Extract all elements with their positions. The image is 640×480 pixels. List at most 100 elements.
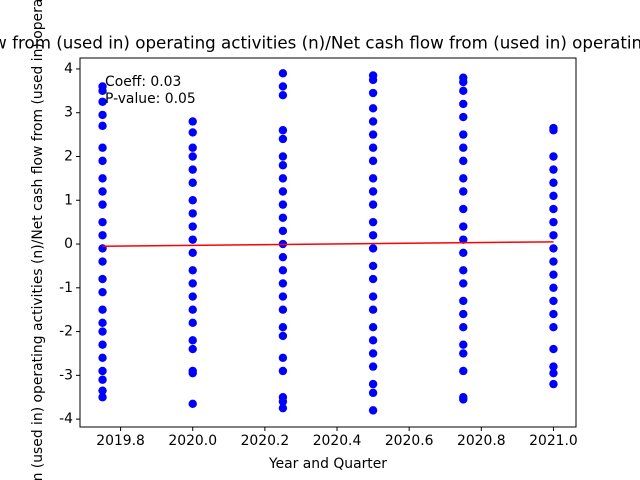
chart-title: Net cash flow from (used in) operating a… <box>0 33 640 53</box>
point <box>188 305 197 314</box>
point <box>368 244 378 253</box>
point <box>459 366 468 376</box>
point <box>459 296 468 306</box>
point <box>549 217 558 227</box>
point <box>368 143 378 152</box>
y-tick-label: -2 <box>59 324 73 340</box>
point <box>98 200 107 209</box>
y-tick-label: 3 <box>64 105 73 121</box>
x-tick-label: 2020.0 <box>168 433 217 449</box>
x-tick-label: 2021.0 <box>529 433 578 449</box>
point <box>459 266 468 275</box>
point <box>368 305 378 314</box>
point <box>459 130 468 139</box>
point <box>459 248 468 257</box>
y-tick-label: 4 <box>64 61 73 77</box>
point <box>549 322 558 332</box>
point <box>368 187 378 196</box>
fit-line <box>102 241 554 247</box>
point <box>278 126 288 135</box>
point <box>98 156 107 166</box>
point <box>278 366 288 376</box>
point <box>459 204 468 214</box>
point <box>549 244 558 253</box>
point <box>368 75 378 85</box>
point <box>368 117 378 126</box>
point <box>98 274 107 284</box>
point <box>98 217 107 227</box>
point <box>278 134 288 144</box>
point <box>368 261 378 271</box>
point <box>459 156 468 166</box>
point <box>278 331 288 341</box>
point <box>459 77 468 87</box>
point <box>98 353 107 363</box>
point <box>278 397 288 406</box>
point <box>549 309 558 319</box>
point <box>368 349 378 358</box>
point <box>188 248 197 257</box>
point <box>98 231 107 240</box>
point <box>188 117 197 126</box>
point <box>368 406 378 415</box>
point <box>188 143 197 152</box>
point <box>188 165 197 174</box>
point <box>459 187 468 196</box>
point <box>368 292 378 301</box>
point <box>549 296 558 306</box>
point <box>368 388 378 398</box>
point <box>188 152 197 161</box>
point <box>278 305 288 314</box>
point <box>98 86 107 96</box>
point <box>459 99 468 109</box>
point <box>188 235 197 244</box>
point <box>278 152 288 161</box>
point <box>188 318 197 328</box>
point <box>549 379 558 389</box>
point <box>278 174 288 183</box>
point <box>459 395 468 404</box>
point <box>188 336 197 345</box>
point <box>188 178 197 187</box>
point <box>98 187 107 196</box>
point <box>459 309 468 319</box>
point <box>549 231 558 240</box>
y-tick-label: -1 <box>59 280 73 296</box>
point <box>98 366 107 376</box>
point <box>368 362 378 371</box>
point <box>278 187 288 196</box>
point <box>278 266 288 275</box>
point <box>98 121 107 131</box>
point <box>459 112 468 122</box>
point <box>278 292 288 301</box>
y-tick-label: -3 <box>59 367 73 383</box>
point <box>368 274 378 284</box>
point <box>459 86 468 96</box>
point <box>98 110 107 120</box>
point <box>278 161 288 170</box>
point <box>278 252 288 262</box>
point <box>278 279 288 288</box>
point <box>549 257 558 266</box>
point <box>549 344 558 354</box>
point <box>188 266 197 275</box>
point <box>368 88 378 98</box>
point <box>368 217 378 227</box>
point <box>278 226 288 236</box>
point <box>188 344 197 354</box>
point <box>98 318 107 328</box>
point <box>368 130 378 139</box>
point <box>368 379 378 389</box>
point <box>188 368 197 378</box>
point <box>98 174 107 183</box>
point <box>549 191 558 201</box>
x-tick-label: 2020.8 <box>457 433 506 449</box>
point <box>278 82 288 91</box>
point <box>459 279 468 288</box>
y-tick-label: 1 <box>64 192 73 208</box>
point <box>549 283 558 293</box>
point <box>459 222 468 231</box>
point <box>278 91 288 100</box>
point <box>278 322 288 332</box>
point <box>98 375 107 384</box>
